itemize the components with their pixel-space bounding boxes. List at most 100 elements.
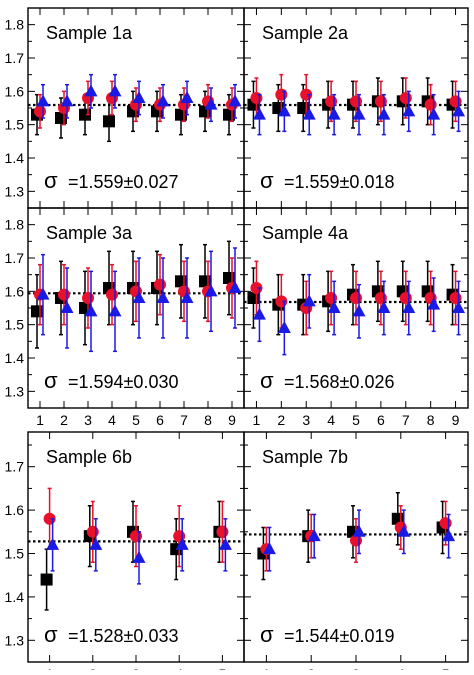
panel-6: 1 2 3 4 5 Sample 7b σ =1.544±0.019	[243, 431, 469, 675]
data-point-triangle	[307, 529, 321, 542]
x-tick-label: 2	[277, 412, 285, 428]
y-tick-label: 1.5	[5, 117, 25, 133]
y-tick-label: 1.7	[5, 459, 25, 475]
y-tick-label: 1.4	[5, 150, 25, 166]
data-point-circle	[350, 95, 362, 108]
x-tick-label: 5	[352, 412, 360, 428]
y-tick-label: 1.4	[5, 589, 25, 605]
x-tick-label: 4	[327, 412, 335, 428]
sigma-value: =1.568±0.026	[284, 372, 394, 392]
data-point-triangle	[108, 304, 122, 317]
panel-5: 1.3 1.4 1.5 1.6 1.7 1 2 3 4 5 Sample 6b σ =1.528±0.0…	[5, 431, 245, 675]
data-point-triangle	[352, 304, 366, 317]
sigma-symbol: σ	[260, 622, 274, 647]
data-point-circle	[275, 88, 288, 101]
data-point-triangle	[60, 94, 74, 107]
data-point-triangle	[84, 84, 98, 97]
sigma-symbol: σ	[44, 368, 58, 393]
data-point-triangle	[84, 304, 98, 317]
y-tick-label: 1.6	[5, 283, 25, 299]
data-point-triangle	[302, 294, 316, 307]
x-tick-label: 6	[377, 412, 385, 428]
data-point-square	[31, 305, 43, 318]
data-point-triangle	[377, 301, 391, 313]
data-point-triangle	[180, 291, 194, 303]
data-point-circle	[86, 525, 99, 538]
data-point-circle	[106, 288, 118, 301]
x-tick-label: 1	[253, 412, 261, 428]
data-point-triangle	[277, 321, 291, 333]
x-tick-label: 4	[108, 412, 116, 428]
data-point-circle	[439, 517, 452, 530]
sigma-symbol: σ	[260, 368, 274, 393]
data-point-triangle	[36, 287, 50, 300]
x-tick-label: 5	[132, 412, 140, 428]
y-tick-label: 1.3	[5, 632, 25, 648]
panel-title: Sample 1a	[46, 23, 133, 43]
x-tick-label: 8	[427, 412, 435, 428]
data-point-triangle	[36, 94, 50, 107]
panel-title: Sample 4a	[262, 223, 349, 243]
x-tick-label: 6	[156, 412, 164, 428]
x-tick-label: 1	[46, 666, 54, 670]
data-point-triangle	[132, 91, 146, 103]
y-tick-label: 1.7	[5, 250, 25, 266]
sigma-symbol: σ	[44, 168, 58, 193]
x-tick-label: 4	[397, 666, 405, 670]
panel-3: 1.3 1.4 1.5 1.6 1.7 1.8 1 2 3 4 5 6 7 8 9 Sample 3a σ =1.…	[5, 207, 245, 428]
sigma-value: =1.594±0.030	[68, 372, 178, 392]
sigma-symbol: σ	[260, 168, 274, 193]
x-tick-label: 2	[89, 666, 97, 670]
data-point-triangle	[252, 107, 266, 120]
x-tick-label: 4	[175, 666, 183, 670]
panel-title: Sample 6b	[46, 447, 132, 467]
y-tick-label: 1.7	[5, 50, 25, 66]
data-point-circle	[325, 292, 338, 304]
data-point-triangle	[252, 307, 266, 320]
x-tick-label: 5	[219, 666, 227, 670]
data-point-triangle	[262, 542, 276, 555]
data-point-circle	[250, 92, 263, 104]
data-point-triangle	[132, 291, 146, 303]
x-tick-label: 9	[452, 412, 460, 428]
data-point-triangle	[327, 301, 341, 313]
data-point-square	[103, 115, 115, 128]
data-point-triangle	[204, 284, 218, 297]
panel-4: 1 2 3 4 5 6 7 8 9 Sample 4a σ =1.568±0.026	[243, 207, 469, 428]
data-point-triangle	[427, 297, 441, 310]
y-tick-label: 1.6	[5, 83, 25, 99]
y-tick-label: 1.5	[5, 546, 25, 562]
data-point-triangle	[156, 291, 170, 303]
data-point-triangle	[427, 107, 441, 120]
data-point-triangle	[452, 104, 466, 117]
data-point-circle	[82, 292, 94, 304]
data-point-triangle	[397, 524, 411, 537]
data-point-circle	[449, 95, 462, 108]
data-point-triangle	[402, 301, 416, 313]
data-point-circle	[399, 92, 412, 104]
data-point-triangle	[402, 104, 416, 117]
data-point-circle	[216, 525, 229, 538]
data-point-triangle	[46, 537, 60, 550]
data-point-circle	[350, 292, 362, 304]
data-point-triangle	[277, 104, 291, 117]
x-tick-label: 3	[132, 666, 140, 670]
x-tick-label: 7	[402, 412, 410, 428]
data-point-triangle	[327, 107, 341, 120]
panel-title: Sample 7b	[262, 447, 348, 467]
panel-2: Sample 2a σ =1.559±0.018	[243, 7, 469, 209]
x-tick-label: 7	[180, 412, 188, 428]
y-tick-label: 1.5	[5, 317, 25, 333]
data-point-triangle	[89, 537, 103, 550]
data-point-circle	[374, 95, 387, 108]
y-tick-label: 1.3	[5, 383, 25, 399]
data-point-triangle	[228, 281, 242, 293]
data-point-circle	[58, 288, 70, 301]
data-point-circle	[399, 292, 412, 304]
x-tick-label: 1	[263, 666, 271, 670]
data-point-circle	[449, 292, 462, 304]
x-tick-label: 2	[307, 666, 315, 670]
x-tick-label: 5	[442, 666, 450, 670]
